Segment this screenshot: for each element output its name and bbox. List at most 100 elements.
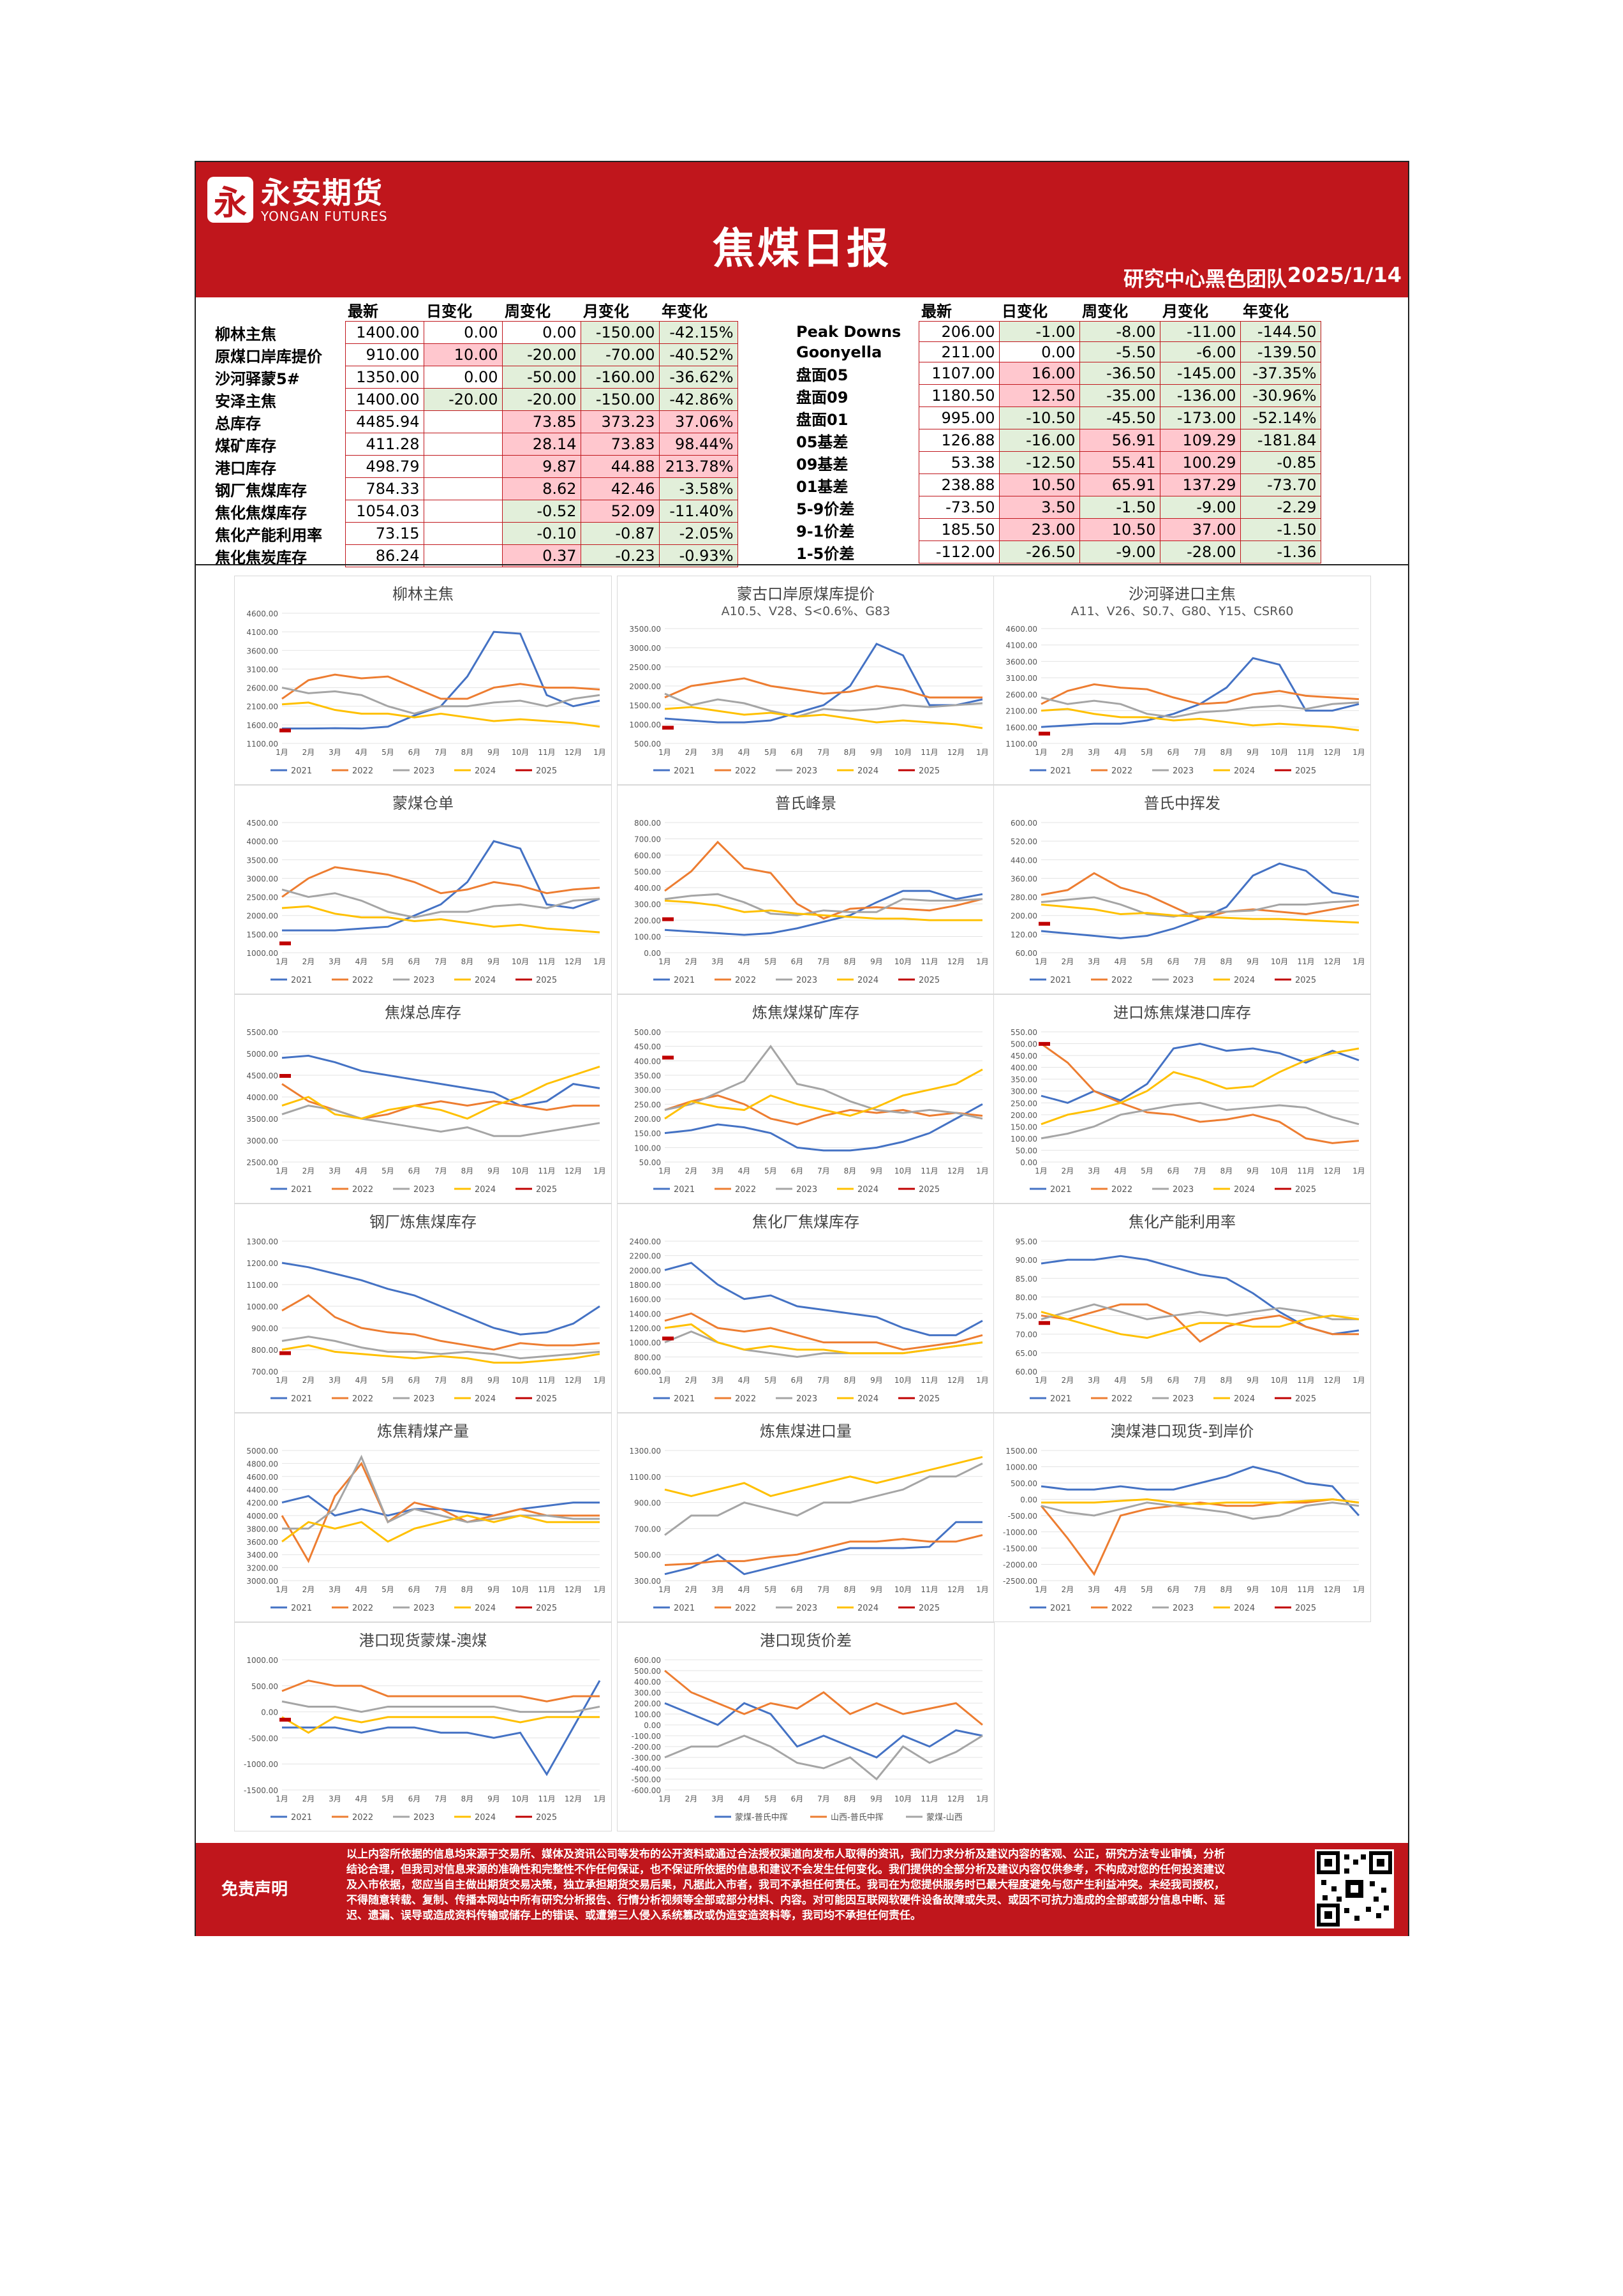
row-label: 焦化产能利用率 (215, 526, 322, 544)
x-tick-label: 11月 (1297, 748, 1314, 757)
y-tick-label: 2600.00 (1005, 690, 1037, 699)
y-tick-label: 3000.00 (246, 1137, 278, 1145)
table-cell: -2.05% (658, 522, 738, 545)
x-tick-label: 5月 (764, 1167, 777, 1175)
table-cell: -160.00 (580, 366, 660, 389)
x-tick-label: 4月 (1115, 1167, 1127, 1175)
table-cell: 9.87 (501, 455, 581, 478)
x-tick-label: 4月 (355, 748, 368, 757)
y-tick-label: 550.00 (1011, 1028, 1037, 1037)
x-tick-label: 12月 (565, 1585, 582, 1594)
series-line (1041, 903, 1360, 924)
x-tick-label: 6月 (408, 1585, 421, 1594)
table-cell: -181.84 (1240, 429, 1321, 452)
y-tick-label: 100.00 (634, 1710, 661, 1719)
x-tick-label: 10月 (894, 1167, 912, 1175)
series-line (1041, 1303, 1359, 1320)
x-tick-label: 1月 (1035, 748, 1048, 757)
y-tick-label: 3000.00 (246, 874, 278, 883)
table-cell: 73.15 (345, 522, 424, 545)
x-tick-label: 3月 (1088, 957, 1101, 966)
series-line (664, 1068, 983, 1120)
x-tick-label: 10月 (512, 1585, 529, 1594)
table-cell: -0.87 (580, 522, 660, 545)
x-tick-label: 11月 (538, 1167, 555, 1175)
x-tick-label: 9月 (1247, 1376, 1259, 1385)
x-tick-label: 9月 (1247, 748, 1259, 757)
table-row: 焦化产能利用率 73.15 -0.10 -0.87 -2.05% (215, 522, 738, 545)
series-line (1041, 683, 1360, 705)
table-cell: -16.00 (998, 429, 1080, 452)
table-cell (423, 433, 503, 456)
x-tick-label: 12月 (947, 957, 965, 966)
legend-label: 2024 (857, 1604, 878, 1613)
y-tick-label: 1100.00 (1005, 740, 1037, 749)
legend-label: 2024 (475, 1813, 496, 1823)
report-title: 焦煤日报 (713, 224, 891, 273)
x-tick-label: 1月 (276, 957, 288, 966)
y-tick-label: 1300.00 (629, 1447, 661, 1456)
table-cell: -45.50 (1079, 406, 1160, 429)
y-tick-label: 4800.00 (246, 1459, 278, 1468)
table-separator (196, 564, 1408, 565)
x-tick-label: 11月 (1297, 957, 1314, 966)
y-tick-label: 1000.00 (246, 1302, 278, 1311)
legend-label: 2024 (475, 976, 496, 985)
table-cell: 4485.94 (345, 410, 424, 433)
x-tick-label: 7月 (434, 1376, 447, 1385)
table-cell: -112.00 (918, 540, 1000, 563)
x-tick-label: 6月 (408, 748, 421, 757)
table-cell: 784.33 (345, 477, 424, 500)
table-cell: -139.50 (1240, 341, 1321, 362)
chart-title: 炼焦煤煤矿库存 (752, 1004, 859, 1022)
y-tick-label: 2000.00 (629, 1266, 661, 1275)
chart-title: 蒙古口岸原煤库提价 (737, 585, 875, 603)
series-line (664, 1521, 982, 1576)
chart-title: 钢厂炼焦煤库存 (369, 1213, 477, 1231)
y-tick-label: -500.00 (249, 1734, 278, 1743)
x-tick-label: 2月 (1062, 1376, 1074, 1385)
table-cell: -1.00 (998, 321, 1080, 342)
x-tick-label: 8月 (844, 957, 857, 966)
y-tick-label: 200.00 (634, 1699, 661, 1708)
series-line (1041, 696, 1360, 719)
y-tick-label: -2000.00 (1003, 1561, 1037, 1570)
x-tick-label: 6月 (1167, 1167, 1180, 1175)
x-tick-label: 1月 (593, 748, 606, 757)
line-chart: 550.00 500.00 450.00 400.00 350.00 300.00 250.… (1011, 1028, 1365, 1195)
x-tick-label: 11月 (921, 1167, 938, 1175)
y-tick-label: 5500.00 (246, 1028, 278, 1037)
x-tick-label: 4月 (738, 1585, 751, 1594)
y-tick-label: 440.00 (1011, 856, 1037, 865)
y-tick-label: -1000.00 (244, 1760, 278, 1769)
y-tick-label: 4000.00 (246, 837, 278, 846)
y-tick-label: 600.00 (634, 1368, 661, 1376)
x-tick-label: 1月 (593, 1585, 606, 1594)
table-cell: 1180.50 (918, 384, 1000, 407)
y-tick-label: 1300.00 (246, 1237, 278, 1246)
table-cell: 65.91 (1079, 473, 1160, 496)
table-cell: -1.50 (1079, 496, 1160, 519)
table-cell: 10.50 (1079, 518, 1160, 541)
legend-label: 2023 (1173, 976, 1194, 985)
series-line (281, 673, 600, 700)
table-row: 焦化焦炭库存 86.24 0.37 -0.23 -0.93% (215, 544, 738, 567)
table-cell: 100.29 (1159, 451, 1241, 474)
x-tick-label: 3月 (711, 1167, 724, 1175)
x-tick-label: 10月 (512, 748, 529, 757)
chart-panel: 600.00 520.00 440.00 360.00 280.00 200.00 120.… (993, 785, 1371, 994)
table-cell: -145.00 (1159, 362, 1241, 385)
y-tick-label: 3800.00 (246, 1524, 278, 1533)
x-tick-label: 7月 (434, 1585, 447, 1594)
y-tick-label: 500.00 (634, 868, 661, 877)
line-chart: 800.00 700.00 600.00 500.00 400.00 300.00 200.… (634, 819, 989, 985)
x-tick-label: 8月 (1220, 1376, 1233, 1385)
table-cell: 10.50 (998, 473, 1080, 496)
table-cell: -173.00 (1159, 406, 1241, 429)
x-tick-label: 3月 (329, 1167, 341, 1175)
series-line (281, 1054, 600, 1107)
series-line (664, 1463, 983, 1536)
y-tick-label: 3600.00 (246, 646, 278, 655)
x-tick-label: 12月 (565, 1167, 582, 1175)
